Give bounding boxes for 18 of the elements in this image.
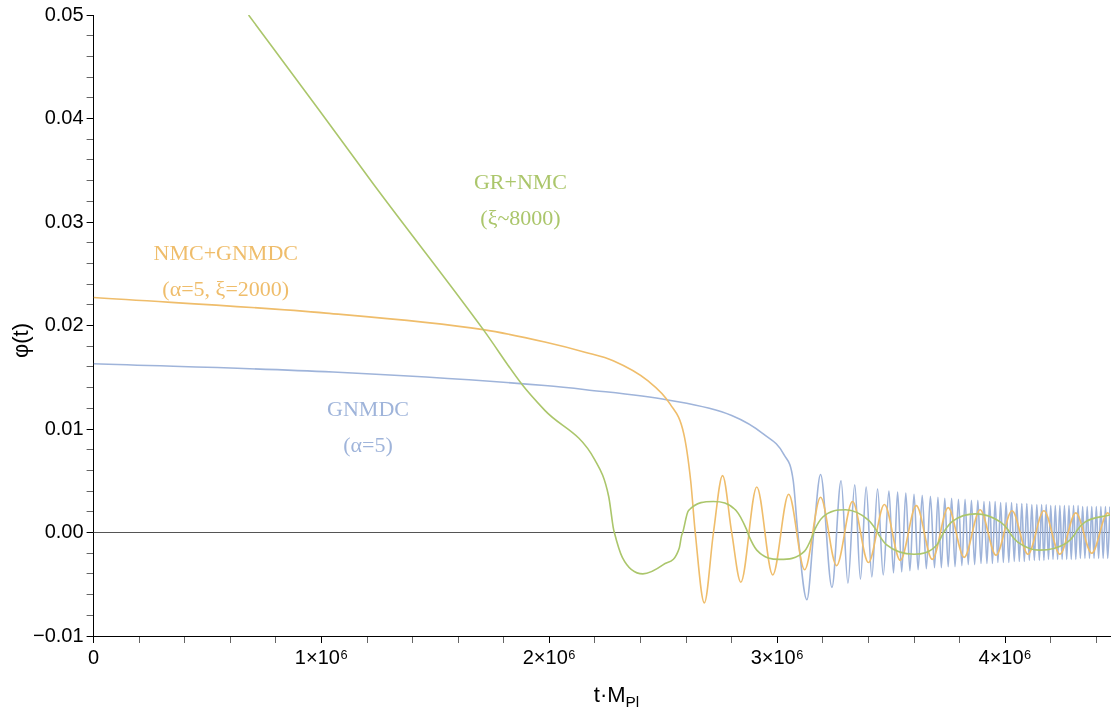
x-tick-label: 2×10⁶: [522, 645, 577, 668]
y-tick-label: 0.00: [44, 520, 84, 543]
text: GR+NMC (ξ~8000): [473, 169, 568, 231]
line-series: [93, 363, 1110, 601]
series-label: GNMDC (α=5): [327, 395, 409, 457]
y-tick-label: 0.05: [44, 2, 84, 25]
x-axis-title: t·M$_{Pl}$: [592, 681, 641, 711]
y-axis-title: φ(t): [8, 322, 34, 358]
y-tick-label: 0.03: [44, 209, 84, 232]
x-tick-label: 4×10⁶: [978, 645, 1032, 668]
x-tick-label: 3×10⁶: [750, 645, 804, 668]
series-label: NMC+GNMDC (α=5, ξ=2000): [153, 240, 298, 302]
y-tick-label: 0.04: [44, 106, 84, 129]
y-tick-label: −0.01: [33, 623, 84, 646]
x-tick-label: 0: [88, 645, 100, 668]
x-tick-label: 1×10⁶: [294, 645, 349, 668]
y-tick-label: 0.01: [44, 416, 84, 439]
y-tick-label: 0.02: [44, 313, 84, 336]
